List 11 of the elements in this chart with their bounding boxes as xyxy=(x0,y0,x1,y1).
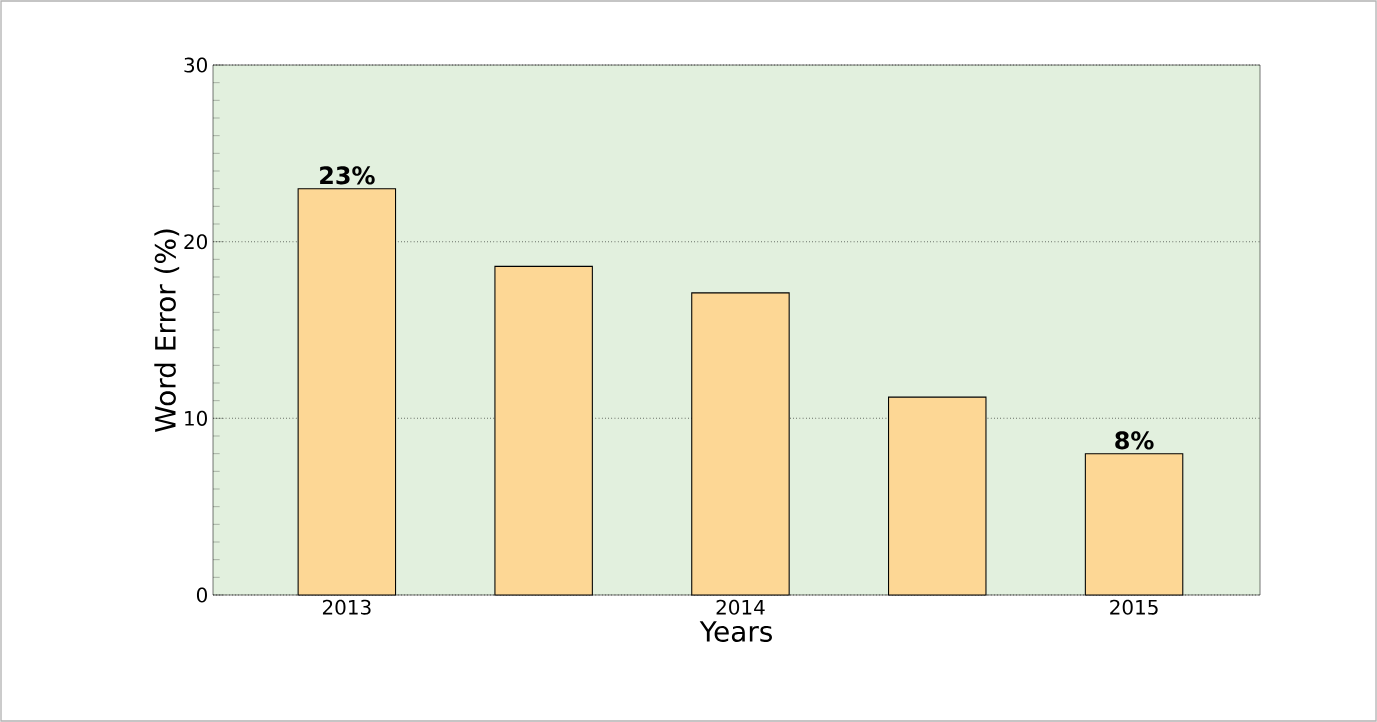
y-tick-label: 20 xyxy=(184,234,207,250)
y-tick-label: 0 xyxy=(196,587,207,603)
x-tick-label: 2015 xyxy=(1110,599,1158,615)
x-tick-label: 2013 xyxy=(322,599,371,615)
x-tick-label: 2014 xyxy=(716,599,765,615)
y-tick-label: 10 xyxy=(185,410,207,426)
data-label: 8% xyxy=(1115,431,1154,450)
x-axis-title: Years xyxy=(699,621,772,642)
y-axis-title: Word Error (%) xyxy=(154,229,180,432)
data-label: 23% xyxy=(320,166,375,185)
y-tick-label: 30 xyxy=(184,57,207,73)
